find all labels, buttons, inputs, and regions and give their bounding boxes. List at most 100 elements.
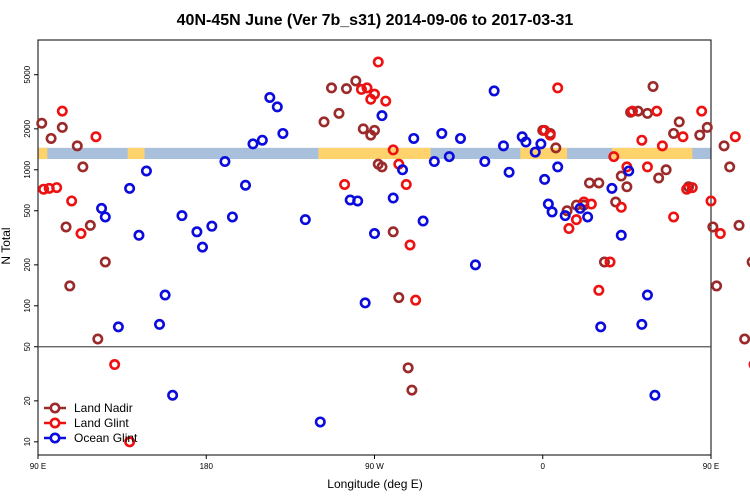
data-point xyxy=(729,131,741,143)
data-point xyxy=(653,172,665,184)
data-point xyxy=(497,140,509,152)
data-point xyxy=(380,95,392,107)
data-point xyxy=(668,211,680,223)
data-point xyxy=(397,164,409,176)
data-point xyxy=(677,131,689,143)
data-point xyxy=(339,178,351,190)
data-point xyxy=(641,161,653,173)
data-point xyxy=(154,318,166,330)
data-point xyxy=(539,173,551,185)
data-point xyxy=(240,179,252,191)
x-tick-label: 180 xyxy=(200,462,214,471)
data-point xyxy=(615,229,627,241)
data-point xyxy=(99,256,111,268)
data-point xyxy=(711,280,723,292)
data-point xyxy=(376,110,388,122)
chart-title: 40N-45N June (Ver 7b_s31) 2014-09-06 to … xyxy=(177,12,574,29)
data-point xyxy=(406,384,418,396)
data-point xyxy=(529,146,541,158)
data-point xyxy=(636,134,648,146)
data-point xyxy=(701,121,713,133)
land-segment xyxy=(318,147,431,160)
data-point xyxy=(651,105,663,117)
data-point xyxy=(641,289,653,301)
data-point xyxy=(66,195,78,207)
data-point xyxy=(372,56,384,68)
data-point xyxy=(376,161,388,173)
data-point xyxy=(563,223,575,235)
data-point xyxy=(733,219,745,231)
data-point xyxy=(299,214,311,226)
y-tick-label: 1000 xyxy=(23,160,32,178)
y-tick-label: 10 xyxy=(23,437,32,446)
data-point xyxy=(636,318,648,330)
data-point xyxy=(77,161,89,173)
x-axis-ticks: 90 E 180 90 W 0 90 E xyxy=(30,455,719,471)
x-tick-label: 0 xyxy=(541,462,546,471)
data-point xyxy=(660,164,672,176)
y-tick-label: 100 xyxy=(23,299,32,313)
data-point xyxy=(36,117,48,129)
data-point xyxy=(124,436,136,448)
y-axis-ticks: 10 20 50 100 200 500 1000 2000 5000 xyxy=(23,65,38,446)
data-point xyxy=(718,140,730,152)
data-point xyxy=(739,333,750,345)
data-point xyxy=(112,321,124,333)
data-point xyxy=(71,140,83,152)
data-point xyxy=(714,228,726,240)
data-point xyxy=(314,416,326,428)
y-tick-label: 2000 xyxy=(23,119,32,137)
data-point xyxy=(615,170,627,182)
data-points xyxy=(36,56,750,448)
series-land-nadir xyxy=(36,75,750,396)
data-point xyxy=(264,92,276,104)
data-point xyxy=(90,131,102,143)
land-segment xyxy=(38,147,48,160)
data-point xyxy=(559,210,571,222)
legend-marker xyxy=(49,402,61,414)
data-point xyxy=(191,226,203,238)
data-point xyxy=(359,297,371,309)
data-point xyxy=(124,182,136,194)
data-point xyxy=(60,221,72,233)
data-point xyxy=(368,124,380,136)
data-point xyxy=(428,156,440,168)
data-point xyxy=(133,229,145,241)
data-point xyxy=(681,183,693,195)
data-point xyxy=(550,142,562,154)
data-point xyxy=(247,138,259,150)
data-point xyxy=(368,88,380,100)
data-point xyxy=(109,359,121,371)
data-point xyxy=(574,202,586,214)
data-point xyxy=(84,219,96,231)
data-point xyxy=(582,211,594,223)
data-point xyxy=(668,127,680,139)
data-point xyxy=(479,156,491,168)
land-segment xyxy=(520,147,568,160)
data-point xyxy=(271,101,283,113)
data-point xyxy=(197,241,209,253)
data-point xyxy=(56,105,68,117)
data-point xyxy=(350,75,362,87)
data-point xyxy=(402,362,414,374)
data-point xyxy=(696,105,708,117)
data-point xyxy=(641,107,653,119)
legend-label: Land Glint xyxy=(74,416,129,430)
data-point xyxy=(64,280,76,292)
legend-marker xyxy=(49,432,61,444)
data-point xyxy=(393,292,405,304)
data-point xyxy=(656,140,668,152)
data-point xyxy=(520,136,532,148)
y-tick-label: 20 xyxy=(23,396,32,405)
data-point xyxy=(583,177,595,189)
y-tick-label: 50 xyxy=(23,342,32,351)
data-point xyxy=(626,105,638,117)
data-point xyxy=(488,85,500,97)
data-point xyxy=(38,183,50,195)
data-point xyxy=(593,177,605,189)
data-point xyxy=(256,134,268,146)
x-tick-label: 90 E xyxy=(30,462,46,471)
data-point xyxy=(400,178,412,190)
data-point xyxy=(387,144,399,156)
